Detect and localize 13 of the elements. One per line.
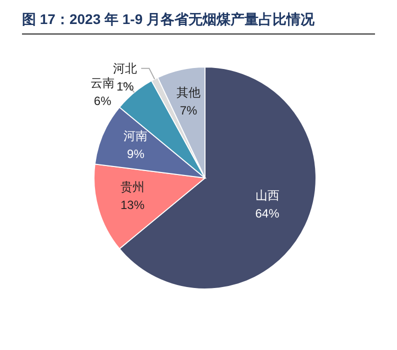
chart-title: 图 17：2023 年 1-9 月各省无烟煤产量占比情况 bbox=[22, 11, 316, 27]
data-label: 13% bbox=[120, 198, 145, 212]
slice-label: 山西 bbox=[255, 188, 280, 202]
slice-label: 贵州 bbox=[120, 180, 145, 194]
data-label: 7% bbox=[180, 103, 198, 118]
slice-label: 云南 bbox=[90, 76, 115, 90]
data-label: 9% bbox=[127, 147, 145, 162]
data-label: 64% bbox=[255, 206, 280, 220]
slice-label: 河北 bbox=[113, 61, 138, 76]
slice-label: 河南 bbox=[124, 129, 148, 144]
data-label: 1% bbox=[116, 79, 134, 94]
slice-label: 其他 bbox=[176, 85, 201, 100]
data-label: 6% bbox=[94, 94, 112, 108]
